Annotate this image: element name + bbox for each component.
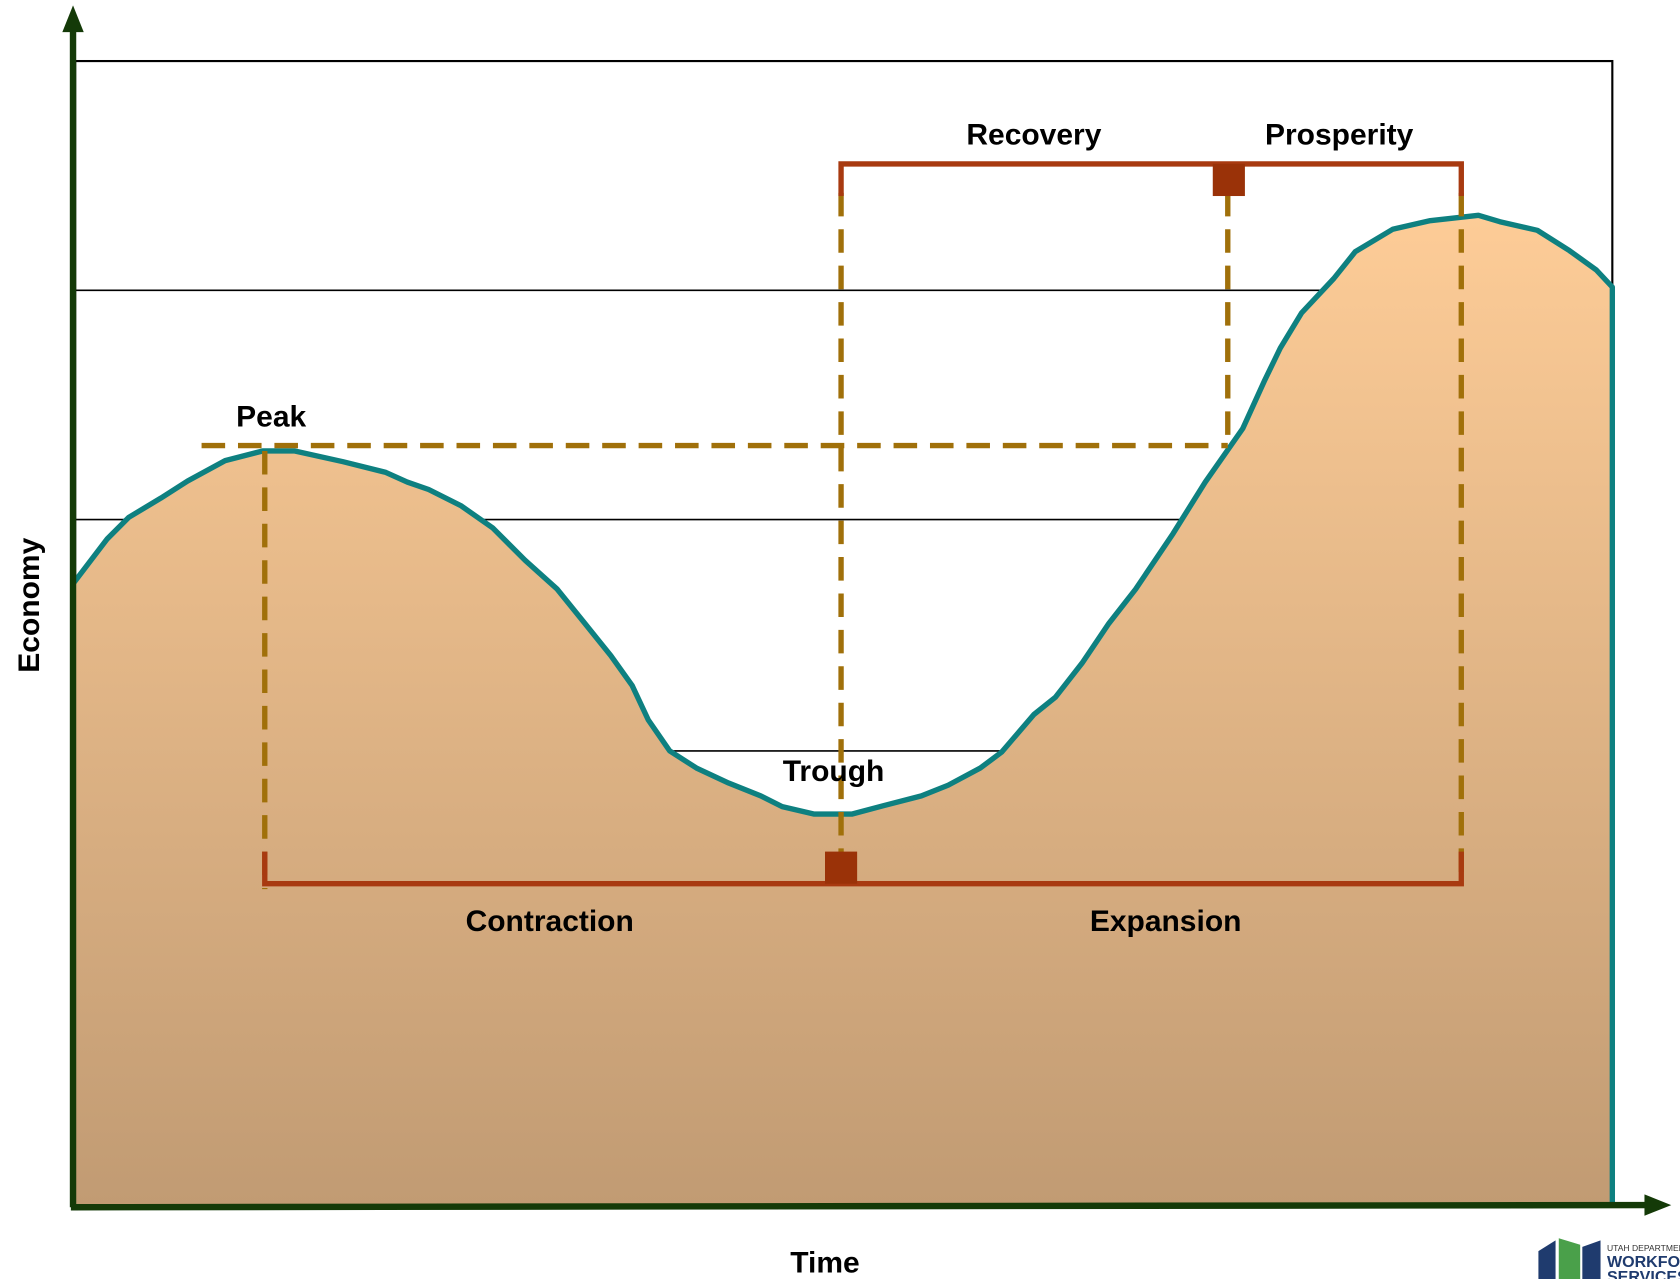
peak-label: Peak	[236, 400, 306, 433]
logo-text: WORKFORCE	[1607, 1253, 1680, 1271]
x-axis-label: Time	[790, 1247, 859, 1279]
brackets	[262, 161, 1464, 887]
cycle-area	[73, 215, 1613, 1206]
trough-label: Trough	[783, 755, 885, 788]
logo-mark	[1538, 1240, 1556, 1279]
contraction-label: Contraction	[466, 905, 634, 938]
x-axis	[70, 1201, 1650, 1211]
logo-text: UTAH DEPARTMENT OF	[1607, 1243, 1680, 1253]
cycle-curve	[70, 212, 1616, 1206]
marker	[1212, 163, 1245, 197]
axes	[62, 5, 1672, 1216]
logo-mark	[1558, 1238, 1581, 1279]
logo-mark	[1582, 1240, 1601, 1279]
recovery-label: Recovery	[966, 119, 1101, 152]
expansion-label: Expansion	[1090, 905, 1242, 938]
arrow	[1644, 1194, 1672, 1216]
arrow	[62, 5, 84, 33]
logo-text: SERVICES	[1607, 1268, 1680, 1279]
guides	[201, 192, 1464, 890]
bottom-bracket	[262, 851, 1464, 887]
y-axis-label: Economy	[13, 537, 46, 672]
marker	[825, 851, 858, 884]
logo: UTAH DEPARTMENT OF WORKFORCE SERVICES	[1538, 1238, 1680, 1279]
top-bracket	[838, 161, 1464, 197]
prosperity-label: Prosperity	[1265, 119, 1414, 152]
